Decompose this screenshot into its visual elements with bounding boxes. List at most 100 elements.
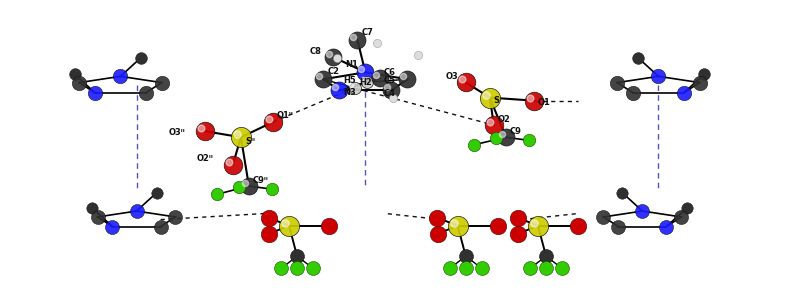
Point — [511, 215, 524, 220]
Point — [106, 224, 119, 229]
Point — [455, 77, 468, 82]
Text: C8: C8 — [309, 46, 321, 56]
Point — [68, 72, 81, 77]
Text: H2: H2 — [359, 78, 372, 87]
Text: H5: H5 — [342, 76, 355, 85]
Point — [290, 254, 303, 259]
Point — [677, 90, 690, 95]
Point — [140, 90, 152, 95]
Point — [459, 266, 472, 271]
Point — [329, 85, 342, 90]
Point — [475, 266, 488, 271]
Point — [539, 266, 552, 271]
Text: O2: O2 — [497, 114, 510, 124]
Point — [230, 132, 243, 137]
Point — [278, 220, 291, 225]
Point — [154, 224, 167, 229]
Text: C5: C5 — [383, 76, 395, 85]
Point — [169, 214, 182, 219]
Point — [571, 223, 584, 228]
Point — [380, 85, 393, 90]
Point — [360, 80, 373, 85]
Point — [491, 223, 504, 228]
Point — [282, 223, 295, 228]
Point — [290, 266, 303, 271]
Text: O1ᴵᴵ: O1ᴵᴵ — [277, 111, 294, 120]
Point — [274, 266, 287, 271]
Point — [356, 77, 369, 82]
Text: N3: N3 — [343, 88, 356, 97]
Point — [489, 136, 502, 141]
Text: S: S — [493, 96, 499, 105]
Point — [222, 159, 235, 164]
Point — [400, 77, 413, 82]
Point — [234, 135, 247, 140]
Point — [322, 52, 335, 56]
Text: O1: O1 — [537, 98, 550, 107]
Point — [358, 70, 371, 75]
Point — [479, 92, 492, 97]
Point — [483, 95, 496, 100]
Point — [527, 98, 540, 103]
Point — [443, 266, 456, 271]
Point — [134, 56, 147, 60]
Text: C4: C4 — [383, 89, 395, 98]
Point — [495, 132, 508, 137]
Text: C2: C2 — [327, 67, 339, 76]
Point — [523, 266, 536, 271]
Point — [330, 56, 343, 60]
Text: Sᴵᴵ: Sᴵᴵ — [245, 137, 254, 146]
Point — [431, 215, 444, 220]
Point — [371, 40, 383, 45]
Text: O2ᴵᴵ: O2ᴵᴵ — [196, 154, 213, 163]
Point — [611, 224, 624, 229]
Text: C9ᴵᴵ: C9ᴵᴵ — [253, 175, 269, 185]
Point — [306, 266, 319, 271]
Point — [369, 73, 382, 78]
Point — [615, 190, 628, 195]
Point — [317, 77, 330, 82]
Point — [91, 214, 103, 219]
Point — [499, 135, 512, 140]
Point — [73, 80, 86, 85]
Point — [523, 95, 536, 100]
Point — [88, 90, 101, 95]
Point — [333, 88, 346, 93]
Point — [539, 254, 552, 259]
Point — [659, 224, 672, 229]
Text: O3: O3 — [445, 72, 458, 81]
Text: C7: C7 — [361, 27, 373, 37]
Point — [114, 74, 127, 79]
Point — [384, 88, 397, 93]
Point — [198, 129, 211, 134]
Point — [346, 34, 359, 39]
Point — [373, 76, 386, 81]
Point — [411, 52, 423, 57]
Point — [468, 142, 480, 147]
Point — [262, 231, 275, 236]
Point — [194, 126, 207, 131]
Point — [396, 74, 409, 79]
Point — [345, 83, 358, 88]
Point — [610, 80, 623, 85]
Point — [459, 80, 472, 85]
Point — [692, 80, 705, 85]
Point — [226, 162, 239, 167]
Point — [210, 192, 223, 197]
Point — [350, 37, 363, 42]
Point — [626, 90, 638, 95]
Point — [697, 72, 710, 77]
Point — [233, 185, 245, 189]
Point — [487, 123, 500, 127]
Point — [521, 138, 534, 143]
Point — [150, 190, 163, 195]
Point — [354, 67, 367, 72]
Point — [651, 74, 664, 79]
Point — [322, 223, 335, 228]
Point — [459, 254, 472, 259]
Point — [674, 214, 687, 219]
Point — [238, 181, 251, 185]
Point — [631, 56, 644, 60]
Point — [313, 74, 326, 79]
Point — [511, 231, 524, 236]
